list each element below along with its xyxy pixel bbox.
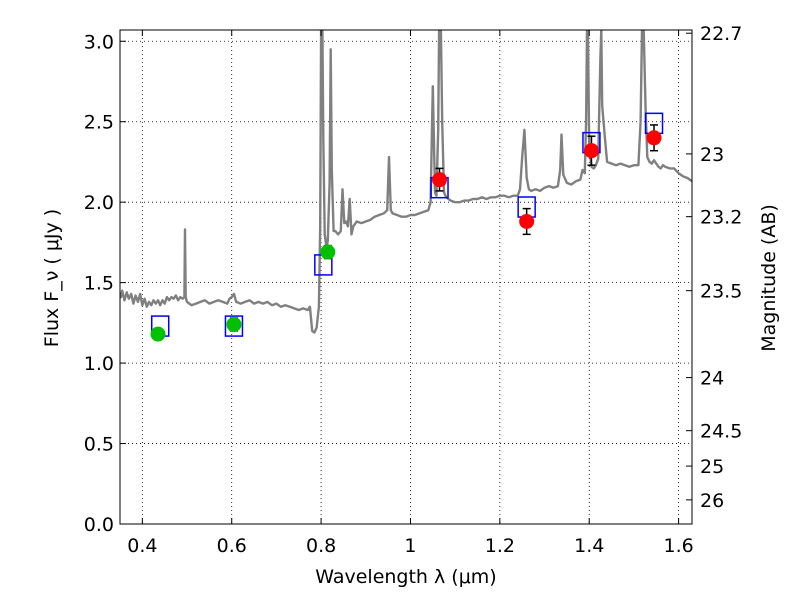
red-data-point: [432, 172, 448, 188]
red-data-point: [519, 213, 535, 229]
x-axis-label: Wavelength λ (μm): [315, 566, 496, 588]
right-tick-label: 26: [700, 490, 724, 512]
green-data-point: [226, 316, 242, 332]
x-tick-label: 0.8: [306, 535, 336, 557]
spectrum-line: [120, 30, 692, 334]
model-box-marker: [224, 315, 244, 337]
y-tick-label: 3.0: [84, 31, 114, 53]
green-data-point: [150, 326, 166, 342]
x-tick-label: 1.4: [574, 535, 604, 557]
right-tick-label: 24.5: [700, 421, 742, 443]
right-tick-label: 22.7: [700, 23, 742, 45]
x-tick-label: 0.4: [127, 535, 157, 557]
right-tick-label: 24: [700, 368, 724, 390]
right-tick-label: 25: [700, 456, 724, 478]
right-tick-label: 23.5: [700, 281, 742, 303]
y-tick-label: 1.0: [84, 353, 114, 375]
right-axis-label: Magnitude (AB): [758, 204, 780, 352]
axis-ticks: 0.4 0.6 0.8 1 1.2 1.4 1.6 0.0 0.5 1.0 1.5 2.0 2.5 3.0…: [84, 23, 743, 557]
right-tick-label: 23.2: [700, 207, 742, 229]
grid-lines: [120, 30, 692, 524]
plot-data: [120, 30, 692, 342]
red-data-point: [646, 130, 662, 146]
y-tick-label: 0.0: [84, 514, 114, 536]
x-tick-label: 1.2: [485, 535, 515, 557]
clipped-data: [120, 30, 692, 342]
plot-frame: [119, 29, 693, 525]
green-data-point: [320, 244, 336, 260]
y-tick-label: 0.5: [84, 434, 114, 456]
y-tick-label: 1.5: [84, 273, 114, 295]
red-data-point: [583, 143, 599, 159]
y-tick-label: 2.5: [84, 112, 114, 134]
y-axis-label: Flux F_ν ( μJy ): [41, 209, 63, 347]
x-tick-label: 1.6: [663, 535, 693, 557]
x-tick-label: 1: [404, 535, 416, 557]
right-tick-label: 23: [700, 144, 724, 166]
y-tick-label: 2.0: [84, 192, 114, 214]
x-tick-label: 0.6: [217, 535, 247, 557]
